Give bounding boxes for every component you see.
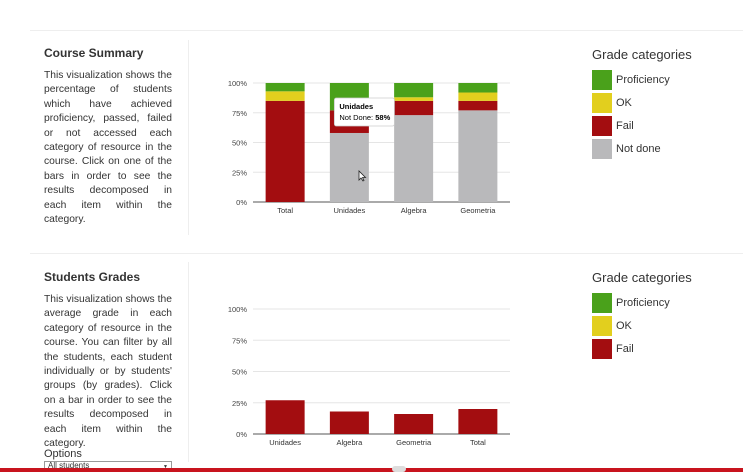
legend-label: Fail — [616, 343, 634, 355]
scroll-handle[interactable] — [392, 466, 406, 472]
y-tick-label: 0% — [236, 198, 247, 207]
legend-item-ok: OK — [592, 316, 632, 336]
legend-item-fail: Fail — [592, 339, 634, 359]
x-tick-label: Algebra — [401, 206, 428, 215]
left-panel-border-2 — [188, 262, 189, 462]
bar-not-done[interactable] — [458, 110, 498, 202]
bar-ok[interactable] — [394, 97, 434, 101]
y-tick-label: 0% — [236, 430, 247, 439]
student-filter-value: All students — [48, 461, 90, 470]
bar-proficiency[interactable] — [394, 83, 434, 98]
x-tick-label: Geometria — [460, 206, 496, 215]
bar-proficiency[interactable] — [265, 83, 305, 92]
bar-fail[interactable] — [265, 100, 305, 202]
legend-swatch — [592, 93, 612, 113]
middle-divider — [30, 253, 743, 254]
x-tick-label: Algebra — [336, 438, 363, 447]
bar-fail[interactable] — [394, 414, 434, 434]
legend-item-proficiency: Proficiency — [592, 293, 670, 313]
chart-tooltip: Unidades Not Done: 58% — [333, 97, 395, 127]
students-grades-chart[interactable]: 0% 25% 50% 75% 100% Unidades Algebra Geometria T… — [220, 300, 520, 450]
tooltip-category: Unidades — [339, 102, 373, 111]
y-tick-label: 25% — [232, 168, 247, 177]
y-tick-label: 100% — [228, 79, 248, 88]
x-tick-label: Total — [277, 206, 293, 215]
students-grades-title: Students Grades — [44, 270, 141, 284]
options-label: Options — [44, 448, 82, 460]
bar-fail[interactable] — [265, 400, 305, 434]
legend-swatch — [592, 339, 612, 359]
y-tick-label: 100% — [228, 305, 248, 314]
legend-item-ok: OK — [592, 93, 632, 113]
course-summary-title: Course Summary — [44, 46, 144, 60]
course-summary-chart[interactable]: 0% 25% 50% 75% 100% Total Unidades Algebra Geome… — [220, 75, 520, 225]
legend-item-fail: Fail — [592, 116, 634, 136]
y-tick-label: 50% — [232, 139, 247, 148]
legend-swatch — [592, 316, 612, 336]
legend-label: OK — [616, 320, 632, 332]
bar-proficiency[interactable] — [458, 83, 498, 93]
legend-swatch — [592, 116, 612, 136]
left-panel-border — [188, 40, 189, 235]
mouse-pointer-icon — [358, 170, 367, 182]
legend-label: Proficiency — [616, 297, 670, 309]
bar-ok[interactable] — [265, 91, 305, 101]
bar-not-done[interactable] — [394, 115, 434, 202]
bottom-accent-bar — [0, 468, 743, 472]
y-tick-label: 75% — [232, 109, 247, 118]
y-tick-label: 50% — [232, 368, 247, 377]
x-tick-label: Geometria — [396, 438, 432, 447]
tooltip-value: Not Done: 58% — [339, 113, 390, 122]
bar-fail[interactable] — [329, 411, 369, 435]
x-tick-label: Total — [470, 438, 486, 447]
top-divider — [30, 30, 743, 31]
legend-label: Not done — [616, 143, 661, 155]
x-tick-label: Unidades — [334, 206, 366, 215]
chevron-down-icon: ▼ — [163, 464, 168, 470]
legend-swatch — [592, 70, 612, 90]
x-tick-label: Unidades — [269, 438, 301, 447]
bar-ok[interactable] — [458, 92, 498, 101]
bar-fail[interactable] — [458, 100, 498, 111]
students-grades-description: This visualization shows the average gra… — [44, 294, 172, 450]
legend-item-not-done: Not done — [592, 139, 661, 159]
legend-label: Fail — [616, 120, 634, 132]
legend-title: Grade categories — [592, 47, 692, 62]
legend-label: OK — [616, 97, 632, 109]
bar-fail[interactable] — [458, 409, 498, 434]
bar-not-done[interactable] — [329, 132, 369, 202]
y-tick-label: 25% — [232, 399, 247, 408]
legend-label: Proficiency — [616, 74, 670, 86]
y-tick-label: 75% — [232, 336, 247, 345]
legend-item-proficiency: Proficiency — [592, 70, 670, 90]
legend-swatch — [592, 293, 612, 313]
legend-title: Grade categories — [592, 270, 692, 285]
legend-swatch — [592, 139, 612, 159]
course-summary-description: This visualization shows the percentage … — [44, 70, 172, 226]
bar-fail[interactable] — [394, 100, 434, 116]
